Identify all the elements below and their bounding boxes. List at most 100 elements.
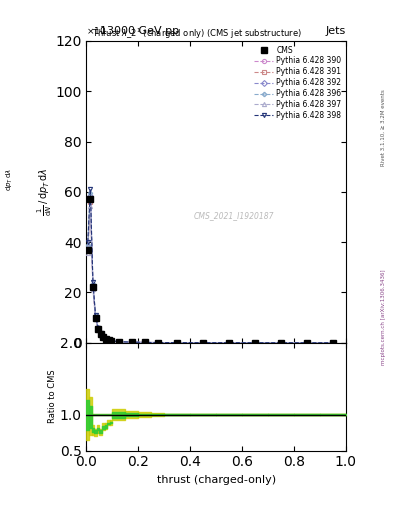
Pythia 6.428 390 [96, 326, 101, 332]
Pythia 6.428 396 [175, 339, 180, 346]
Pythia 6.428 396 [227, 339, 231, 346]
X-axis label: thrust (charged-only): thrust (charged-only) [156, 475, 276, 485]
Pythia 6.428 398 [109, 338, 114, 344]
CMS [109, 338, 114, 344]
Pythia 6.428 396 [156, 339, 160, 346]
Text: CMS_2021_I1920187: CMS_2021_I1920187 [194, 211, 275, 221]
Pythia 6.428 392 [156, 339, 160, 346]
Pythia 6.428 390 [156, 339, 160, 346]
Pythia 6.428 396 [253, 339, 257, 346]
Pythia 6.428 390 [93, 314, 98, 321]
CMS [93, 314, 98, 321]
Pythia 6.428 396 [201, 339, 206, 346]
Bar [86, 414, 346, 415]
Pythia 6.428 391 [106, 337, 111, 344]
Pythia 6.428 398 [90, 280, 95, 286]
Pythia 6.428 392 [331, 339, 335, 346]
Pythia 6.428 398 [253, 339, 257, 346]
Pythia 6.428 398 [227, 339, 231, 346]
Pythia 6.428 392 [90, 282, 95, 288]
Pythia 6.428 390 [90, 283, 95, 289]
CMS [142, 339, 147, 346]
Pythia 6.428 390 [279, 339, 283, 346]
CMS [104, 336, 108, 342]
Pythia 6.428 390 [201, 339, 206, 346]
CMS [101, 334, 106, 340]
Pythia 6.428 391 [227, 339, 231, 346]
CMS [305, 339, 309, 346]
Pythia 6.428 397 [90, 286, 95, 292]
Pythia 6.428 390 [109, 338, 114, 344]
Pythia 6.428 391 [109, 338, 114, 344]
Pythia 6.428 391 [156, 339, 160, 346]
Line: Pythia 6.428 397: Pythia 6.428 397 [86, 204, 335, 345]
CMS [88, 196, 93, 202]
Pythia 6.428 392 [88, 193, 93, 199]
Text: $\mathrm{mathrm\,d}^2N$
$\mathrm{d}p_T\,\mathrm{d}\lambda$: $\mathrm{mathrm\,d}^2N$ $\mathrm{d}p_T\,… [0, 157, 15, 201]
Pythia 6.428 396 [305, 339, 309, 346]
Pythia 6.428 397 [331, 339, 335, 346]
Pythia 6.428 398 [331, 339, 335, 346]
Pythia 6.428 390 [175, 339, 180, 346]
Line: Pythia 6.428 390: Pythia 6.428 390 [86, 196, 335, 345]
Pythia 6.428 390 [104, 336, 108, 342]
Pythia 6.428 398 [279, 339, 283, 346]
Pythia 6.428 392 [93, 314, 98, 320]
Pythia 6.428 397 [93, 316, 98, 322]
Pythia 6.428 390 [253, 339, 257, 346]
CMS [116, 339, 121, 345]
Pythia 6.428 396 [109, 338, 114, 344]
Bar [86, 414, 346, 415]
Pythia 6.428 392 [101, 334, 106, 340]
Pythia 6.428 396 [98, 330, 103, 336]
Pythia 6.428 391 [129, 339, 134, 345]
Pythia 6.428 398 [104, 335, 108, 342]
Pythia 6.428 398 [129, 339, 134, 345]
Pythia 6.428 397 [109, 338, 114, 344]
Pythia 6.428 398 [175, 339, 180, 346]
Pythia 6.428 398 [101, 333, 106, 339]
Pythia 6.428 398 [85, 239, 90, 245]
Pythia 6.428 392 [98, 331, 103, 337]
Pythia 6.428 396 [279, 339, 283, 346]
CMS [129, 339, 134, 345]
CMS [279, 339, 283, 346]
Pythia 6.428 392 [201, 339, 206, 346]
Pythia 6.428 396 [93, 313, 98, 319]
Pythia 6.428 397 [227, 339, 231, 346]
Pythia 6.428 397 [98, 332, 103, 338]
CMS [90, 284, 95, 290]
Text: Jets: Jets [325, 26, 346, 36]
Pythia 6.428 396 [101, 333, 106, 339]
Pythia 6.428 390 [98, 331, 103, 337]
Pythia 6.428 397 [305, 339, 309, 346]
Pythia 6.428 390 [305, 339, 309, 346]
Pythia 6.428 396 [88, 190, 93, 196]
Pythia 6.428 392 [104, 336, 108, 342]
Pythia 6.428 391 [175, 339, 180, 346]
Pythia 6.428 397 [116, 339, 121, 345]
Pythia 6.428 392 [253, 339, 257, 346]
Pythia 6.428 397 [88, 203, 93, 209]
Pythia 6.428 390 [227, 339, 231, 346]
Pythia 6.428 390 [116, 338, 121, 345]
Pythia 6.428 391 [116, 339, 121, 345]
CMS [85, 247, 90, 253]
Pythia 6.428 391 [253, 339, 257, 346]
Pythia 6.428 392 [142, 339, 147, 346]
CMS [253, 339, 257, 346]
Pythia 6.428 392 [116, 338, 121, 345]
Pythia 6.428 398 [305, 339, 309, 346]
Pythia 6.428 391 [104, 336, 108, 343]
Pythia 6.428 391 [331, 339, 335, 346]
Pythia 6.428 397 [101, 334, 106, 340]
Pythia 6.428 392 [175, 339, 180, 346]
Pythia 6.428 392 [227, 339, 231, 346]
Pythia 6.428 398 [201, 339, 206, 346]
Pythia 6.428 392 [109, 338, 114, 344]
Pythia 6.428 391 [88, 199, 93, 205]
Pythia 6.428 397 [104, 336, 108, 343]
Pythia 6.428 390 [106, 337, 111, 344]
Pythia 6.428 391 [85, 248, 90, 254]
Pythia 6.428 391 [279, 339, 283, 346]
